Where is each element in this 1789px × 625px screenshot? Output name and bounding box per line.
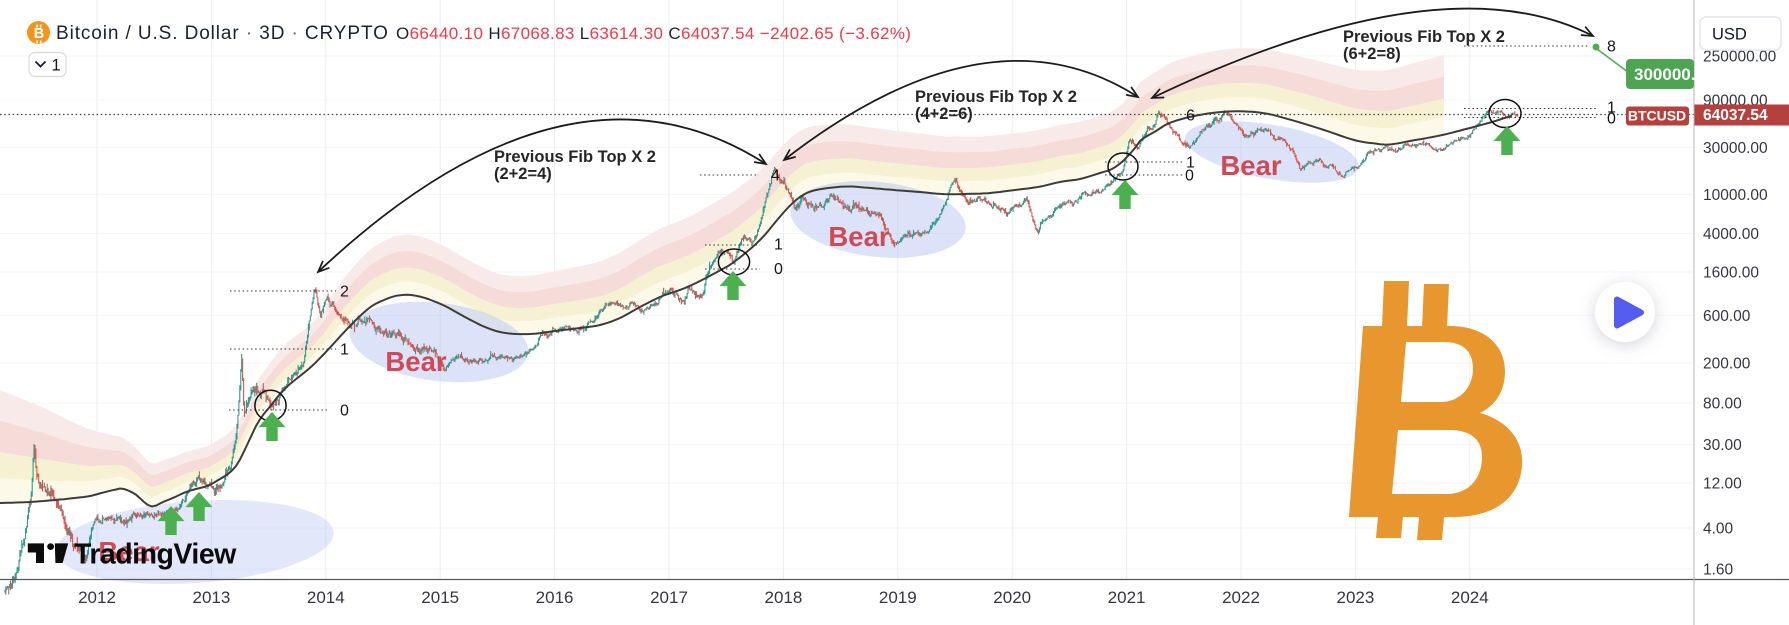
svg-text:TradingView: TradingView — [74, 539, 237, 571]
svg-text:(6+2=8): (6+2=8) — [1343, 45, 1401, 63]
svg-text:8: 8 — [1607, 39, 1616, 56]
svg-text:0: 0 — [1607, 111, 1616, 128]
svg-text:600.00: 600.00 — [1703, 308, 1751, 325]
svg-text:Bear: Bear — [385, 346, 446, 377]
svg-text:2: 2 — [340, 284, 349, 301]
svg-text:200.00: 200.00 — [1703, 356, 1751, 373]
svg-text:250000.00: 250000.00 — [1703, 49, 1777, 66]
svg-text:2024: 2024 — [1451, 588, 1489, 607]
svg-text:2020: 2020 — [993, 588, 1031, 607]
svg-text:30.00: 30.00 — [1703, 437, 1742, 454]
svg-text:Bitcoin / U.S. Dollar · 3D · C: Bitcoin / U.S. Dollar · 3D · CRYPTO — [56, 23, 389, 44]
svg-text:2021: 2021 — [1108, 588, 1146, 607]
svg-text:64037.54: 64037.54 — [1703, 107, 1768, 124]
svg-text:1: 1 — [1607, 100, 1616, 117]
svg-text:1600.00: 1600.00 — [1703, 265, 1759, 282]
svg-text:Previous Fib Top X 2: Previous Fib Top X 2 — [494, 148, 656, 166]
svg-text:6: 6 — [1186, 108, 1195, 125]
svg-text:(2+2=4): (2+2=4) — [494, 165, 552, 183]
svg-text:BTCUSD: BTCUSD — [1628, 108, 1686, 124]
svg-text:USD: USD — [1712, 26, 1747, 44]
svg-text:B: B — [34, 26, 44, 42]
svg-text:4000.00: 4000.00 — [1703, 226, 1759, 243]
svg-text:1.60: 1.60 — [1703, 562, 1734, 579]
svg-text:(4+2=6): (4+2=6) — [915, 105, 973, 123]
svg-text:0: 0 — [1185, 168, 1194, 185]
svg-text:Previous Fib Top X 2: Previous Fib Top X 2 — [1343, 28, 1505, 46]
svg-text:80.00: 80.00 — [1703, 396, 1742, 413]
svg-text:2016: 2016 — [536, 588, 574, 607]
svg-text:12.00: 12.00 — [1703, 476, 1742, 493]
svg-text:1: 1 — [1186, 155, 1195, 172]
svg-text:10000.00: 10000.00 — [1703, 187, 1768, 204]
svg-text:0: 0 — [340, 403, 349, 420]
svg-text:Bear: Bear — [98, 536, 159, 567]
svg-text:2018: 2018 — [764, 588, 802, 607]
svg-text:2014: 2014 — [307, 588, 345, 607]
svg-text:Bear: Bear — [828, 221, 889, 252]
svg-text:2012: 2012 — [78, 588, 116, 607]
svg-text:4: 4 — [771, 168, 780, 185]
svg-text:Previous Fib Top X 2: Previous Fib Top X 2 — [915, 88, 1077, 106]
svg-text:2023: 2023 — [1336, 588, 1374, 607]
svg-text:30000.00: 30000.00 — [1703, 140, 1768, 157]
svg-text:O66440.10 H67068.83 L63614.30: O66440.10 H67068.83 L63614.30 C64037.54 … — [396, 24, 911, 43]
svg-text:2017: 2017 — [650, 588, 688, 607]
svg-text:1: 1 — [52, 57, 61, 75]
svg-text:1: 1 — [340, 342, 349, 359]
svg-text:Bear: Bear — [1220, 150, 1281, 181]
svg-text:4.00: 4.00 — [1703, 521, 1734, 538]
svg-text:2022: 2022 — [1222, 588, 1260, 607]
svg-text:2013: 2013 — [192, 588, 230, 607]
svg-text:300000.: 300000. — [1634, 65, 1695, 84]
svg-text:0: 0 — [774, 261, 783, 278]
svg-text:1: 1 — [774, 237, 783, 254]
svg-text:2015: 2015 — [421, 588, 459, 607]
svg-text:2019: 2019 — [879, 588, 917, 607]
